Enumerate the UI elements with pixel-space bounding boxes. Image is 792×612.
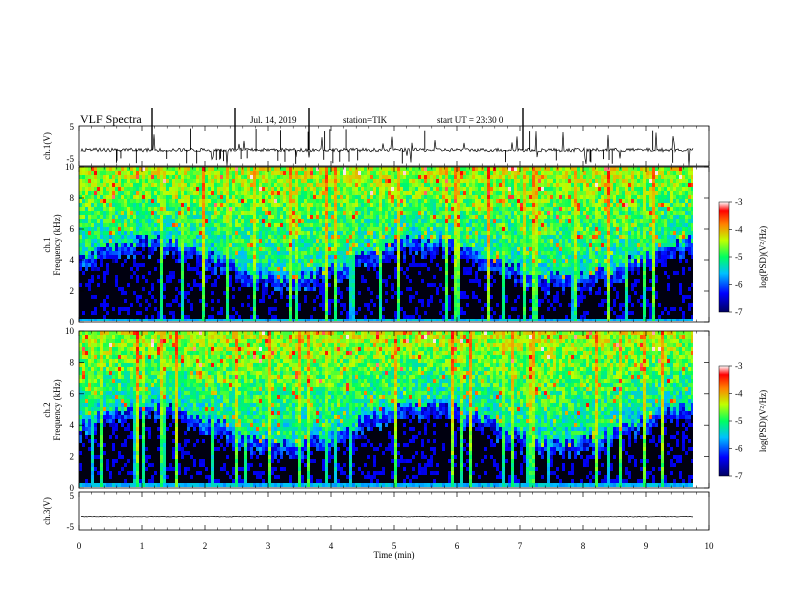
colorbar-tick-label: -5 <box>735 252 743 262</box>
colorbar-tick-label: -6 <box>735 280 743 290</box>
freq-tick-label: 2 <box>70 286 75 296</box>
freq-tick-label: 0 <box>70 483 75 493</box>
time-axis: 0 1 2 3 4 5 6 7 8 9 10 <box>77 126 714 551</box>
x-tick-label: 0 <box>77 541 82 551</box>
colorbar-tick-label: -7 <box>735 471 743 481</box>
ch3-waveform-trace <box>80 516 693 518</box>
station-label: station=TIK <box>343 115 388 125</box>
ch2-spectrogram-panel: 0 2 4 6 8 10 ch.2 Frequency (kHz) <box>42 326 710 493</box>
x-tick-label: 10 <box>705 541 715 551</box>
ch1-spectrogram-ylabel-frequency: Frequency (kHz) <box>52 214 62 275</box>
ch1-colorbar: -3 -4 -5 -6 -7 log(PSD)(V²/Hz) <box>718 197 768 317</box>
x-tick-label: 5 <box>392 541 397 551</box>
ch1-colorbar-gradient <box>718 201 730 313</box>
time-axis-label: Time (min) <box>374 550 415 560</box>
ch3-ytick-bottom: -5 <box>67 522 75 532</box>
ch3-waveform-frame <box>78 491 710 531</box>
colorbar-tick-label: -5 <box>735 416 743 426</box>
ch2-spectrogram-ylabel-channel: ch.2 <box>42 402 52 417</box>
ch1-spectrogram-panel: 0 2 4 6 8 10 ch.1 Frequency (kHz) <box>42 162 710 327</box>
x-tick-label: 9 <box>644 541 649 551</box>
freq-tick-label: 4 <box>70 420 75 430</box>
ch1-ytick-bottom: -5 <box>67 154 75 164</box>
freq-tick-label: 6 <box>70 389 75 399</box>
freq-tick-label: 8 <box>70 193 75 203</box>
ch2-spectrogram-ylabel-frequency: Frequency (kHz) <box>52 379 62 440</box>
x-tick-label: 6 <box>455 541 460 551</box>
ch2-colorbar: -3 -4 -5 -6 -7 log(PSD)(V²/Hz) <box>718 361 768 481</box>
freq-tick-label: 8 <box>70 357 75 367</box>
x-tick-label: 1 <box>140 541 145 551</box>
ch3-waveform-ylabel: ch.3(V) <box>42 497 52 525</box>
ch2-spectrogram-image <box>79 331 693 487</box>
ch2-colorbar-label: log(PSD)(V²/Hz) <box>758 390 768 452</box>
freq-tick-label: 10 <box>65 326 75 336</box>
colorbar-tick-label: -4 <box>735 225 743 235</box>
x-tick-label: 7 <box>518 541 523 551</box>
colorbar-tick-label: -7 <box>735 307 743 317</box>
chart-title: VLF Spectra <box>80 112 142 126</box>
ch2-spectrogram-yticks: 0 2 4 6 8 10 <box>65 326 709 493</box>
freq-tick-label: 4 <box>70 255 75 265</box>
colorbar-tick-label: -3 <box>735 361 743 371</box>
ch1-spectrogram-yticks: 0 2 4 6 8 10 <box>65 162 709 327</box>
freq-tick-label: 0 <box>70 317 75 327</box>
date-label: Jul. 14, 2019 <box>250 115 297 125</box>
freq-tick-label: 2 <box>70 452 75 462</box>
ch1-colorbar-label: log(PSD)(V²/Hz) <box>758 226 768 288</box>
freq-tick-label: 10 <box>65 162 75 172</box>
ch2-colorbar-gradient <box>718 365 730 477</box>
ch1-spectrogram-image <box>79 167 693 321</box>
freq-tick-label: 6 <box>70 224 75 234</box>
colorbar-tick-label: -3 <box>735 197 743 207</box>
ch2-colorbar-ticks: -3 -4 -5 -6 -7 <box>729 361 743 481</box>
ch1-waveform-trace <box>80 108 694 166</box>
ch1-spectrogram-ylabel-channel: ch.1 <box>42 237 52 252</box>
x-tick-label: 4 <box>329 541 334 551</box>
ch1-ytick-top: 5 <box>70 122 75 132</box>
colorbar-tick-label: -4 <box>735 389 743 399</box>
x-tick-label: 3 <box>266 541 271 551</box>
ch3-ytick-top: 5 <box>70 491 75 501</box>
x-tick-label: 8 <box>581 541 586 551</box>
start-time-label: start UT = 23:30 0 <box>437 115 504 125</box>
ch1-waveform-ylabel: ch.1(V) <box>42 132 52 160</box>
colorbar-tick-label: -6 <box>735 444 743 454</box>
ch1-waveform-frame <box>78 125 710 167</box>
x-tick-label: 2 <box>203 541 208 551</box>
ch1-colorbar-ticks: -3 -4 -5 -6 -7 <box>729 197 743 317</box>
